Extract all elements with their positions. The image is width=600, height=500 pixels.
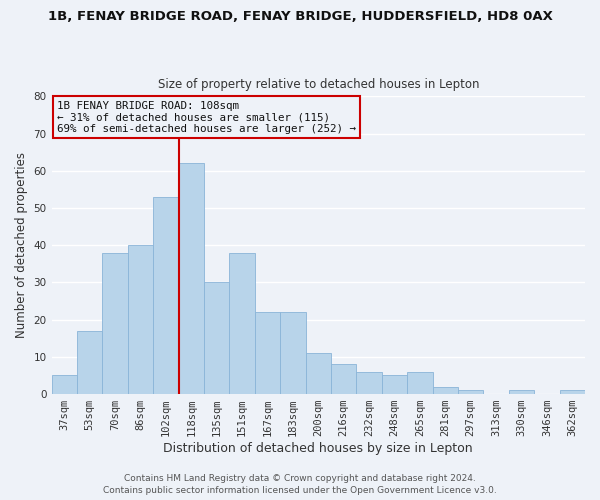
Bar (77, 331, 103, 394)
Bar (458, 390, 484, 394)
Text: 1B, FENAY BRIDGE ROAD, FENAY BRIDGE, HUDDERSFIELD, HD8 0AX: 1B, FENAY BRIDGE ROAD, FENAY BRIDGE, HUD… (47, 10, 553, 23)
Bar (356, 372, 382, 394)
Bar (103, 252, 128, 394)
Text: 1B FENAY BRIDGE ROAD: 108sqm
← 31% of detached houses are smaller (115)
69% of s: 1B FENAY BRIDGE ROAD: 108sqm ← 31% of de… (57, 101, 356, 134)
Bar (560, 390, 585, 394)
Bar (204, 282, 229, 394)
Bar (255, 312, 280, 394)
Bar (229, 252, 255, 394)
Bar (433, 386, 458, 394)
Text: Contains HM Land Registry data © Crown copyright and database right 2024.
Contai: Contains HM Land Registry data © Crown c… (103, 474, 497, 495)
Bar (52, 376, 77, 394)
Bar (128, 245, 153, 394)
Bar (331, 364, 356, 394)
Bar (179, 164, 204, 394)
Bar (305, 353, 331, 394)
Bar (382, 376, 407, 394)
Bar (280, 312, 305, 394)
X-axis label: Distribution of detached houses by size in Lepton: Distribution of detached houses by size … (163, 442, 473, 455)
Bar (407, 372, 433, 394)
Title: Size of property relative to detached houses in Lepton: Size of property relative to detached ho… (158, 78, 479, 91)
Bar (153, 197, 179, 394)
Y-axis label: Number of detached properties: Number of detached properties (15, 152, 28, 338)
Bar (509, 390, 534, 394)
